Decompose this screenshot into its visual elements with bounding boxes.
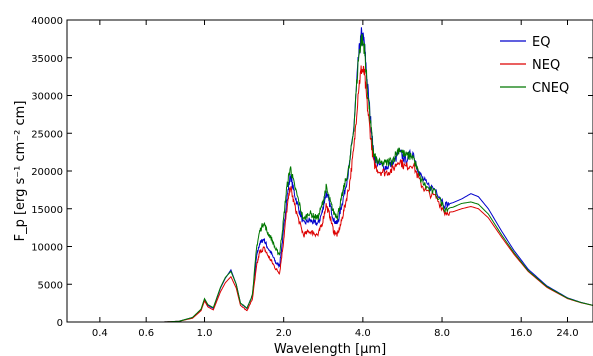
y-tick-label: 25000	[31, 129, 63, 140]
y-axis-label: F_p [erg s⁻¹ cm⁻² cm]	[13, 101, 28, 242]
legend-label-eq: EQ	[532, 35, 550, 50]
series-line-neq	[67, 65, 593, 323]
y-tick-label: 5000	[38, 280, 63, 291]
x-axis-label: Wavelength [μm]	[274, 342, 386, 356]
x-ticks: 0.4 0.6 1.0 2.0 4.0 8.0 16.0 24.0	[92, 20, 579, 339]
series-layer	[67, 27, 593, 323]
x-tick-label: 8.0	[434, 328, 450, 339]
x-tick-label: 4.0	[355, 328, 371, 339]
series-line-cneq	[67, 34, 593, 323]
series-line-eq	[67, 27, 593, 323]
x-tick-label: 0.6	[138, 328, 154, 339]
x-tick-label: 2.0	[276, 328, 292, 339]
y-tick-label: 40000	[31, 16, 63, 27]
x-tick-label: 24.0	[556, 328, 578, 339]
y-tick-label: 0	[57, 318, 63, 329]
y-tick-label: 30000	[31, 92, 63, 103]
y-tick-label: 20000	[31, 167, 63, 178]
plot-frame	[66, 19, 593, 323]
legend: EQ NEQ CNEQ	[500, 35, 569, 96]
y-tick-label: 35000	[31, 54, 63, 65]
y-tick-label: 15000	[31, 205, 63, 216]
y-ticks: 0 5000 10000 15000 20000 25000 30000 35000 40000	[31, 16, 593, 329]
x-tick-label: 16.0	[510, 328, 532, 339]
x-tick-label: 0.4	[92, 328, 108, 339]
y-tick-label: 10000	[31, 243, 63, 254]
legend-label-neq: NEQ	[532, 58, 560, 73]
x-tick-label: 1.0	[197, 328, 213, 339]
legend-label-cneq: CNEQ	[532, 81, 569, 96]
